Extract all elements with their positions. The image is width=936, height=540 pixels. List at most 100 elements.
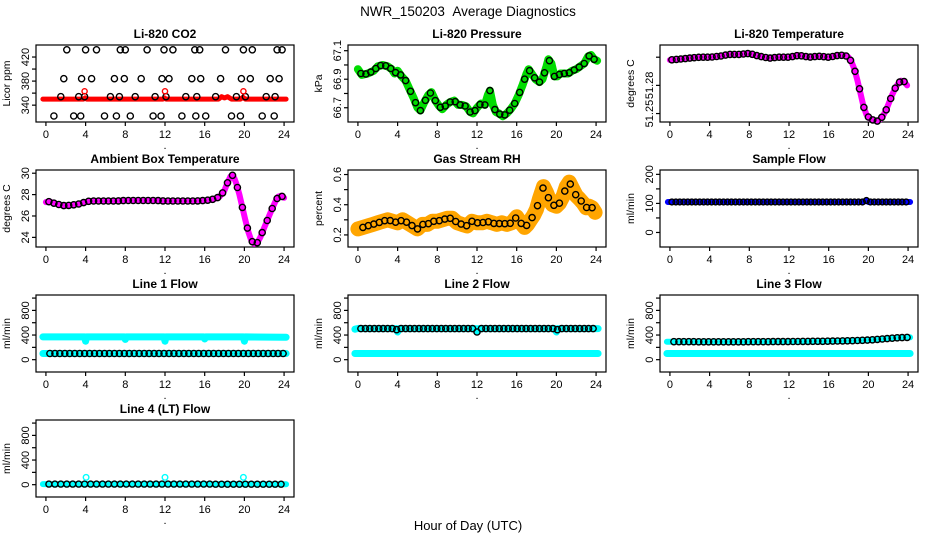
data-point: [406, 87, 415, 96]
x-tick-label: 24: [590, 129, 602, 141]
plot-li820-temperature: Li-820 Temperature 0 4 8 12 16 20 24 51.25 51.28 d…: [624, 25, 936, 150]
series-rh-points: [359, 180, 596, 233]
data-point: [779, 198, 787, 206]
data-point: [724, 338, 733, 346]
data-point: [807, 198, 815, 206]
data-point: [253, 238, 262, 247]
data-point: [525, 66, 534, 75]
data-point: [216, 74, 225, 83]
data-point: [464, 324, 472, 333]
data-point: [179, 197, 187, 205]
data-point: [585, 52, 593, 60]
data-point: [175, 349, 183, 358]
data-point: [258, 228, 267, 237]
x-tick-label: 8: [434, 129, 440, 141]
data-point: [882, 106, 891, 114]
data-point: [459, 324, 468, 333]
data-point: [224, 349, 233, 358]
data-point: [135, 349, 143, 358]
data-point: [233, 183, 242, 192]
data-point: [851, 67, 859, 76]
x-tick-label: 4: [707, 254, 713, 266]
data-point: [878, 198, 886, 206]
plot-title: Line 3 Flow: [756, 277, 822, 291]
plot-title: Gas Stream RH: [433, 152, 520, 166]
data-point: [130, 349, 138, 358]
x-axis-label: .: [163, 515, 166, 525]
data-point: [749, 337, 758, 346]
data-point: [811, 198, 819, 206]
data-point: [575, 63, 584, 71]
data-point: [823, 198, 831, 206]
plot-li820-co2: Li-820 CO2 0 4 8 12 16 20 24 340 380 420 Licor ppm.: [0, 25, 312, 150]
plot-title: Line 2 Flow: [444, 277, 510, 291]
x-tick-label: 0: [355, 379, 361, 391]
x-tick-label: 20: [238, 379, 250, 391]
data-point: [752, 51, 761, 60]
data-point: [143, 45, 151, 54]
data-point: [734, 338, 743, 346]
data-point: [271, 92, 279, 101]
data-point: [120, 74, 129, 83]
data-point: [57, 92, 65, 101]
line4-lt-flow-chart: Line 4 (LT) Flow 0 4 8 12 16 20 24 0 400 800 ml/min…: [1, 402, 295, 525]
data-point: [571, 190, 580, 199]
data-point: [411, 98, 420, 107]
data-point: [759, 337, 767, 346]
data-point: [878, 335, 887, 343]
data-point: [794, 337, 802, 346]
x-tick-label: 16: [199, 129, 211, 141]
x-tick-label: 12: [159, 379, 171, 391]
data-point: [793, 51, 801, 60]
li820-co2-chart: Li-820 CO2 0 4 8 12 16 20 24 340 380 420 Licor ppm.: [1, 27, 295, 150]
data-point: [149, 112, 157, 120]
axes: 0 4 8 12 16 20 24 0 400 800: [332, 297, 602, 391]
data-point: [788, 52, 797, 61]
plot-line1-flow: Line 1 Flow 0 4 8 12 16 20 24 0 400 800 ml/min.: [0, 275, 312, 400]
data-point: [46, 349, 54, 358]
data-point: [195, 45, 204, 54]
data-point: [877, 113, 886, 122]
data-point: [783, 198, 791, 206]
data-point: [239, 349, 248, 358]
x-tick-label: 20: [238, 254, 250, 266]
data-point: [846, 198, 855, 206]
series-group: [351, 324, 602, 357]
data-point: [677, 55, 685, 63]
y-tick-label: 0: [20, 482, 32, 488]
data-point: [75, 349, 84, 358]
series-group: [663, 333, 914, 357]
data-point: [883, 334, 892, 343]
data-point: [462, 221, 471, 230]
data-point: [221, 45, 230, 54]
data-point: [846, 56, 855, 65]
data-point: [900, 77, 908, 86]
data-point: [540, 324, 548, 333]
data-point: [890, 198, 898, 206]
data-point: [397, 324, 405, 333]
data-point: [766, 54, 774, 62]
data-point: [481, 101, 489, 109]
data-point: [684, 198, 692, 206]
data-point: [577, 197, 586, 205]
data-point: [194, 349, 203, 358]
data-point: [499, 324, 508, 333]
data-point: [70, 349, 79, 358]
series-temperature-band: [666, 50, 911, 125]
data-point: [802, 52, 810, 61]
data-point: [743, 198, 751, 206]
y-tick-label: 0.4: [332, 197, 344, 212]
data-point: [797, 51, 806, 60]
data-point: [401, 76, 410, 85]
plot-gas-stream-rh: Gas Stream RH 0 4 8 12 16 20 24 0.2 0.4 0.6 percent…: [312, 150, 624, 275]
y-tick-label: 100: [644, 194, 656, 212]
data-point: [383, 324, 392, 333]
data-point: [819, 198, 827, 206]
x-tick-label: 0: [667, 254, 673, 266]
data-point: [895, 78, 904, 86]
data-point: [560, 187, 569, 195]
data-point: [535, 324, 544, 333]
data-point: [184, 349, 193, 358]
x-tick-label: 8: [122, 379, 128, 391]
data-point: [670, 337, 678, 346]
